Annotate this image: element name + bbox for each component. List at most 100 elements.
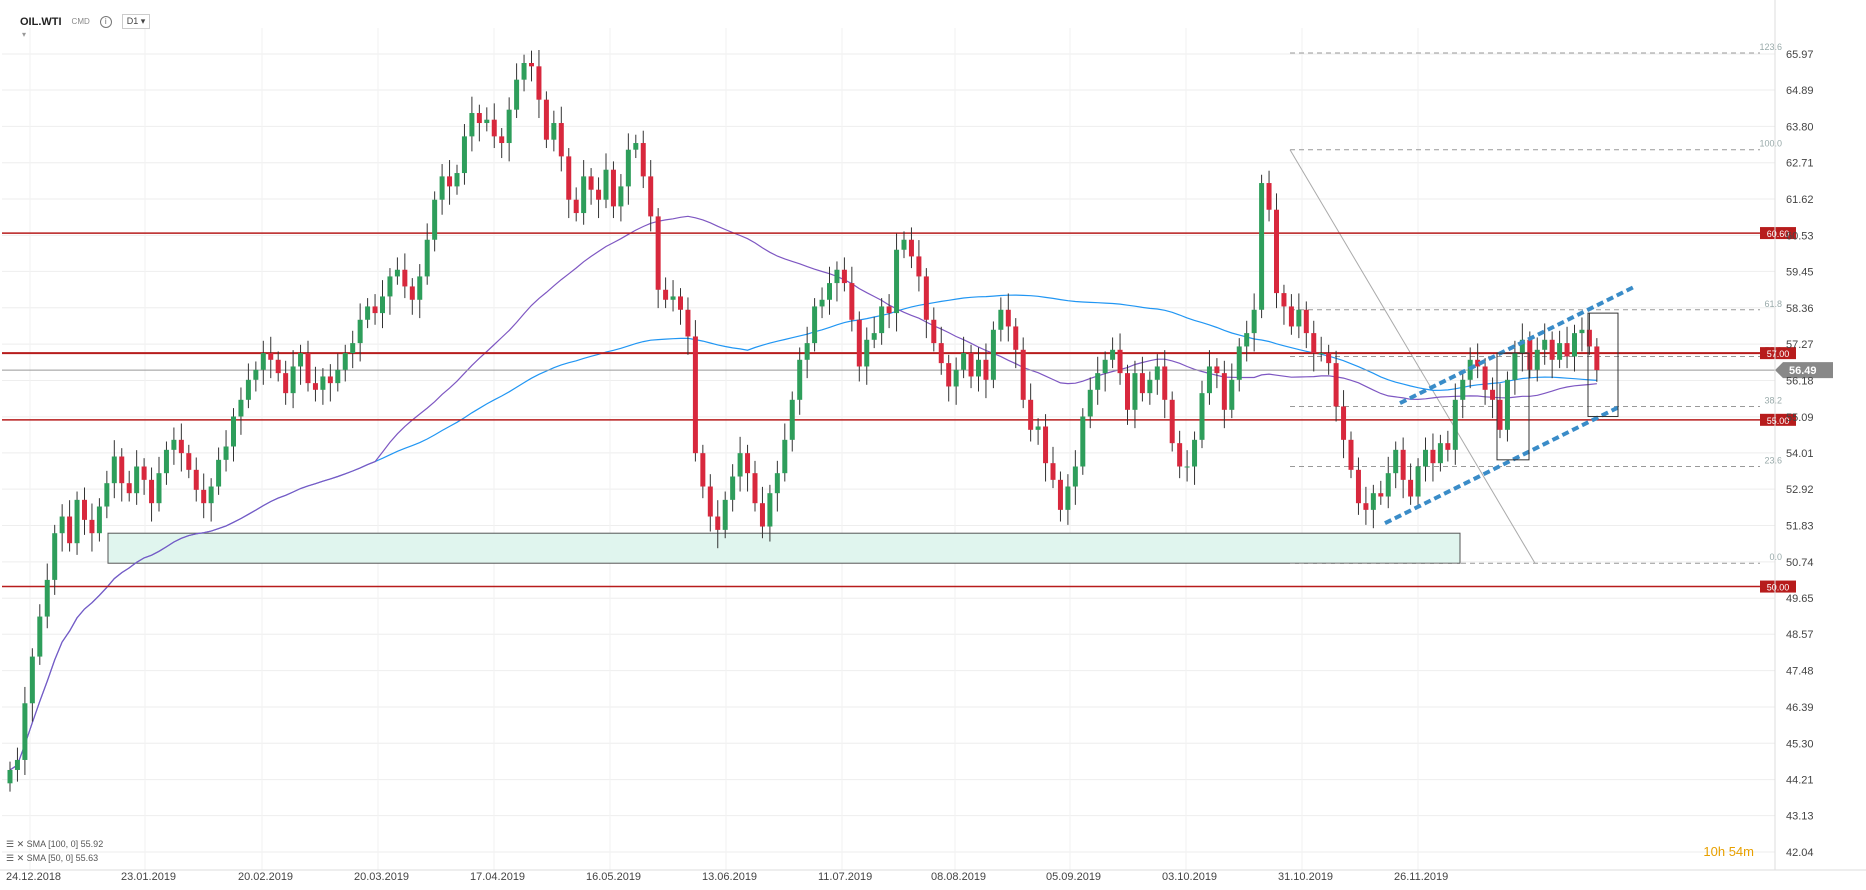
candle-body[interactable] bbox=[409, 286, 415, 300]
candle-body[interactable] bbox=[1385, 473, 1391, 497]
candle-body[interactable] bbox=[767, 493, 773, 527]
candle-body[interactable] bbox=[610, 169, 616, 207]
sma50-legend[interactable]: ☰ ✕ SMA [50, 0] 55.63 bbox=[6, 853, 98, 864]
candle-body[interactable] bbox=[1288, 306, 1294, 327]
candle-body[interactable] bbox=[260, 353, 266, 370]
candle-body[interactable] bbox=[1348, 439, 1354, 470]
candle-body[interactable] bbox=[52, 533, 58, 580]
candle-body[interactable] bbox=[223, 446, 229, 460]
candle-body[interactable] bbox=[1251, 309, 1257, 334]
candle-body[interactable] bbox=[1132, 373, 1138, 410]
candle-body[interactable] bbox=[1542, 339, 1548, 350]
candle-body[interactable] bbox=[931, 319, 937, 344]
candle-body[interactable] bbox=[74, 499, 80, 544]
candle-body[interactable] bbox=[7, 769, 13, 784]
candle-body[interactable] bbox=[469, 113, 475, 137]
candle-body[interactable] bbox=[1370, 493, 1376, 510]
candle-body[interactable] bbox=[447, 176, 453, 187]
candle-body[interactable] bbox=[1475, 359, 1481, 367]
candle-body[interactable] bbox=[387, 276, 393, 297]
candle-body[interactable] bbox=[156, 473, 162, 504]
candle-body[interactable] bbox=[1043, 426, 1049, 464]
candle-body[interactable] bbox=[1564, 343, 1570, 357]
candle-body[interactable] bbox=[1445, 443, 1451, 450]
sma50-line[interactable] bbox=[9, 215, 1597, 771]
candle-body[interactable] bbox=[640, 143, 646, 177]
candle-body[interactable] bbox=[44, 579, 50, 617]
candle-body[interactable] bbox=[268, 353, 274, 360]
candle-body[interactable] bbox=[1050, 463, 1056, 480]
candle-body[interactable] bbox=[1229, 379, 1235, 410]
candle-body[interactable] bbox=[231, 416, 236, 447]
highlight-box[interactable] bbox=[1587, 312, 1619, 417]
candle-body[interactable] bbox=[201, 489, 207, 504]
candle-body[interactable] bbox=[424, 239, 430, 277]
candle-body[interactable] bbox=[1527, 339, 1533, 370]
timeframe-select[interactable]: D1 ▾ bbox=[121, 14, 151, 29]
candle-body[interactable] bbox=[461, 136, 467, 174]
candle-body[interactable] bbox=[1318, 353, 1324, 355]
candle-body[interactable] bbox=[625, 149, 631, 187]
candle-body[interactable] bbox=[968, 353, 974, 377]
candle-body[interactable] bbox=[1557, 343, 1563, 360]
candle-body[interactable] bbox=[1355, 469, 1361, 504]
candle-body[interactable] bbox=[827, 283, 832, 300]
candle-body[interactable] bbox=[298, 353, 304, 367]
candle-body[interactable] bbox=[1296, 309, 1302, 327]
candle-body[interactable] bbox=[1363, 503, 1369, 510]
candle-body[interactable] bbox=[1214, 366, 1220, 374]
candle-body[interactable] bbox=[350, 343, 356, 354]
candle-body[interactable] bbox=[1326, 353, 1332, 364]
candle-body[interactable] bbox=[1013, 326, 1019, 350]
candle-body[interactable] bbox=[871, 333, 877, 340]
candle-body[interactable] bbox=[1087, 389, 1093, 417]
candle-body[interactable] bbox=[320, 376, 326, 390]
candle-body[interactable] bbox=[394, 269, 400, 277]
candle-body[interactable] bbox=[283, 373, 289, 394]
candle-body[interactable] bbox=[543, 99, 549, 140]
channel-upper-line[interactable] bbox=[1399, 284, 1636, 405]
candle-body[interactable] bbox=[37, 616, 43, 657]
candle-body[interactable] bbox=[983, 359, 989, 380]
candle-body[interactable] bbox=[380, 296, 385, 314]
candle-body[interactable] bbox=[938, 343, 944, 364]
candle-body[interactable] bbox=[1236, 346, 1242, 380]
candle-body[interactable] bbox=[134, 466, 140, 494]
candle-body[interactable] bbox=[655, 216, 661, 290]
candle-body[interactable] bbox=[1497, 399, 1503, 430]
settings-icon[interactable]: ☰ ✕ bbox=[6, 853, 25, 863]
candle-body[interactable] bbox=[1504, 379, 1510, 430]
candle-body[interactable] bbox=[976, 359, 981, 377]
candle-body[interactable] bbox=[402, 269, 408, 287]
candle-body[interactable] bbox=[1117, 349, 1123, 374]
candle-body[interactable] bbox=[1437, 443, 1443, 464]
candle-body[interactable] bbox=[901, 239, 907, 250]
candle-body[interactable] bbox=[111, 456, 117, 484]
candle-body[interactable] bbox=[506, 109, 512, 144]
candle-body[interactable] bbox=[916, 256, 922, 277]
candle-body[interactable] bbox=[119, 456, 125, 484]
candle-body[interactable] bbox=[417, 276, 423, 300]
candle-body[interactable] bbox=[290, 366, 296, 394]
candle-body[interactable] bbox=[1430, 449, 1436, 464]
candle-body[interactable] bbox=[1147, 379, 1153, 394]
candle-body[interactable] bbox=[342, 353, 348, 370]
candle-body[interactable] bbox=[1162, 366, 1168, 400]
candle-body[interactable] bbox=[1169, 399, 1175, 444]
candle-body[interactable] bbox=[1549, 339, 1555, 360]
candle-body[interactable] bbox=[633, 143, 639, 150]
candle-body[interactable] bbox=[208, 486, 214, 504]
candle-body[interactable] bbox=[700, 453, 706, 487]
candle-body[interactable] bbox=[1333, 363, 1339, 407]
settings-icon[interactable]: ☰ ✕ bbox=[6, 839, 25, 849]
candle-body[interactable] bbox=[1490, 389, 1496, 400]
candle-body[interactable] bbox=[432, 199, 438, 240]
candle-body[interactable] bbox=[1199, 393, 1205, 440]
candle-body[interactable] bbox=[1206, 366, 1212, 394]
candle-body[interactable] bbox=[476, 113, 482, 124]
candle-body[interactable] bbox=[998, 309, 1004, 330]
instrument-symbol[interactable]: OIL.WTI bbox=[20, 15, 62, 28]
candle-body[interactable] bbox=[886, 306, 892, 314]
candle-body[interactable] bbox=[1341, 406, 1347, 440]
